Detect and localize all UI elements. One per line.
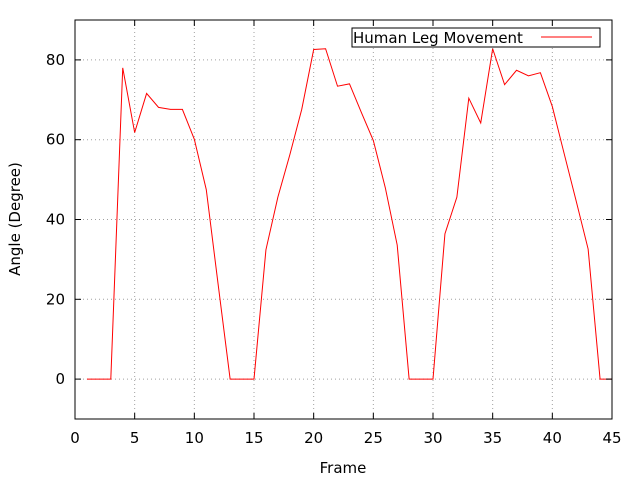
y-tick-label: 0 [55, 370, 65, 388]
grid-lines [75, 20, 612, 419]
x-tick-label: 0 [70, 429, 80, 447]
legend-box [351, 27, 601, 48]
x-tick-label: 20 [304, 429, 323, 447]
x-tick-label: 35 [483, 429, 502, 447]
x-tick-label: 15 [244, 429, 263, 447]
legend-label: Human Leg Movement [353, 29, 523, 47]
y-tick-label: 60 [46, 131, 65, 149]
axis-ticks [74, 20, 613, 419]
x-tick-label: 25 [364, 429, 383, 447]
x-tick-label: 10 [185, 429, 204, 447]
x-tick-label: 40 [543, 429, 562, 447]
series-layer [86, 48, 612, 380]
y-tick-label: 40 [46, 211, 65, 229]
x-tick-label: 30 [423, 429, 442, 447]
x-axis-title: Frame [320, 459, 367, 477]
x-axis-tick-labels: 0 5 10 15 20 25 30 35 40 45 [70, 429, 621, 447]
series-line [86, 48, 612, 380]
x-tick-label: 45 [602, 429, 621, 447]
x-tick-label: 5 [130, 429, 140, 447]
y-tick-label: 20 [46, 290, 65, 308]
legend: Human Leg Movement [351, 27, 601, 48]
y-tick-label: 80 [46, 51, 65, 69]
y-axis-title: Angle (Degree) [6, 162, 24, 276]
y-axis-tick-labels: 0 20 40 60 80 [46, 51, 65, 388]
